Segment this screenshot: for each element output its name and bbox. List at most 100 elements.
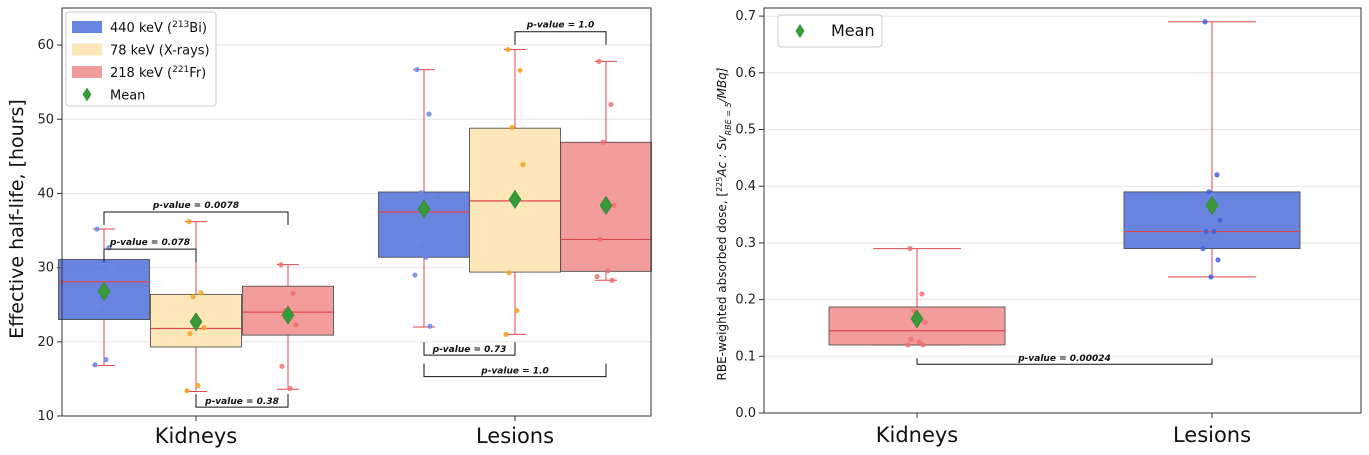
category-label: Kidneys: [876, 423, 959, 447]
data-point: [608, 101, 614, 108]
data-point: [109, 266, 115, 272]
p-value-label: p-value = 1.0: [526, 21, 594, 31]
legend-swatch: [72, 21, 102, 33]
data-point: [279, 363, 285, 369]
mean-marker: [417, 199, 431, 219]
half-life-tick-label: 60: [37, 38, 54, 53]
half-life-points: [92, 46, 617, 394]
half-life-annotations: p-value = 0.0078 p-value = 0.078 p-value =…: [103, 21, 607, 408]
dose-tick-label: 0.4: [735, 179, 756, 194]
legend-entry-suffix: Fr): [189, 66, 206, 81]
data-point: [423, 254, 429, 260]
data-point: [190, 293, 196, 300]
legend-frame: [65, 11, 217, 107]
half-life-tick-label: 20: [37, 335, 54, 350]
legend-frame: [777, 14, 883, 48]
legend-entry-text: 78 keV (X-rays): [110, 44, 210, 59]
data-point: [597, 236, 603, 243]
dose-tick-label: 0.1: [735, 349, 756, 364]
dose-plot-frame: [763, 7, 1362, 414]
data-point: [1200, 245, 1206, 252]
data-point: [1202, 19, 1208, 25]
data-point: [187, 331, 193, 337]
dose-ylabel-sup: 225: [715, 177, 724, 192]
dose-tick-label: 0.0: [735, 406, 756, 421]
p-value-label: p-value = 0.078: [109, 238, 190, 248]
data-point: [1208, 274, 1214, 280]
dose-tick-label: 0.7: [735, 9, 756, 24]
data-point: [92, 362, 98, 368]
legend-entry-label: Mean: [831, 21, 875, 40]
data-point: [908, 336, 914, 342]
data-point: [98, 261, 104, 267]
data-point: [596, 58, 602, 65]
legend-swatch: [72, 43, 102, 56]
mean-marker: [97, 281, 111, 301]
legend-entry-text: 440 keV (: [110, 21, 172, 36]
dose-annotations: p-value = 0.00024: [916, 354, 1213, 365]
data-point: [520, 161, 526, 168]
data-point: [916, 339, 922, 345]
data-point: [287, 385, 293, 392]
data-point: [509, 124, 515, 131]
data-point: [922, 319, 928, 325]
mean-marker: [1205, 195, 1219, 216]
legend-mean-marker: [795, 24, 805, 38]
data-point: [1217, 217, 1223, 223]
p-value-bracket: [103, 211, 289, 225]
legend-entry-text: 218 keV (: [110, 66, 172, 81]
category-label: Lesions: [1173, 423, 1251, 447]
p-value-label: p-value = 0.00024: [1017, 354, 1111, 364]
data-point: [506, 270, 512, 276]
p-value-bracket: [916, 358, 1213, 365]
data-point: [427, 323, 433, 329]
data-point: [505, 46, 511, 53]
data-point: [95, 303, 101, 309]
dose-boxes: [828, 21, 1301, 346]
data-point: [195, 382, 201, 389]
half-life-y-ticks: 10 20 30 40 50 60: [37, 38, 62, 424]
mean-marker: [599, 195, 613, 215]
legend-swatch: [72, 66, 102, 78]
data-point: [605, 268, 611, 274]
data-point: [198, 290, 204, 296]
mean-marker: [910, 309, 924, 329]
p-value-bracket: [195, 394, 289, 408]
p-value-bracket: [514, 31, 607, 45]
data-point: [290, 291, 296, 297]
legend-entry-label: Mean: [110, 89, 145, 104]
p-value-label: p-value = 0.38: [204, 397, 279, 407]
data-point: [919, 291, 925, 297]
dose-y-axis-label: RBE-weighted absorbed dose, [225Ac : SvR…: [715, 67, 733, 380]
category-label: Kidneys: [155, 424, 238, 448]
p-value-label: p-value = 0.73: [432, 345, 507, 355]
data-point: [412, 272, 418, 278]
dose-tick-label: 0.3: [735, 236, 756, 251]
category-label: Lesions: [476, 424, 554, 448]
dose-points: [905, 19, 1223, 348]
legend-entry-sup: 213: [172, 20, 189, 30]
dose-ylabel-post: /MBq]: [715, 67, 729, 103]
data-point: [426, 111, 432, 117]
p-value-bracket: [423, 342, 516, 356]
data-point: [600, 139, 606, 145]
half-life-tick-label: 10: [37, 409, 54, 424]
data-point: [517, 67, 523, 73]
half-life-means: [97, 189, 613, 332]
data-point: [907, 245, 913, 252]
data-point: [201, 325, 207, 331]
legend-mean-marker: [82, 87, 92, 102]
legend-entry-sup: 221: [172, 65, 189, 75]
half-life-plot-frame: [61, 7, 652, 417]
data-point: [1211, 228, 1217, 235]
dose-tick-label: 0.2: [735, 293, 756, 308]
legend-entry-text: Mean: [110, 89, 145, 104]
data-point: [418, 190, 424, 196]
data-point: [920, 342, 926, 348]
mean-marker: [281, 305, 295, 325]
dose-ylabel-main: Ac : Sv: [715, 135, 729, 178]
half-life-legend: 440 keV (213Bi)78 keV (X-rays)218 keV (2…: [65, 11, 217, 107]
data-point: [414, 66, 420, 73]
mean-marker: [508, 189, 522, 209]
mean-marker: [189, 312, 203, 332]
